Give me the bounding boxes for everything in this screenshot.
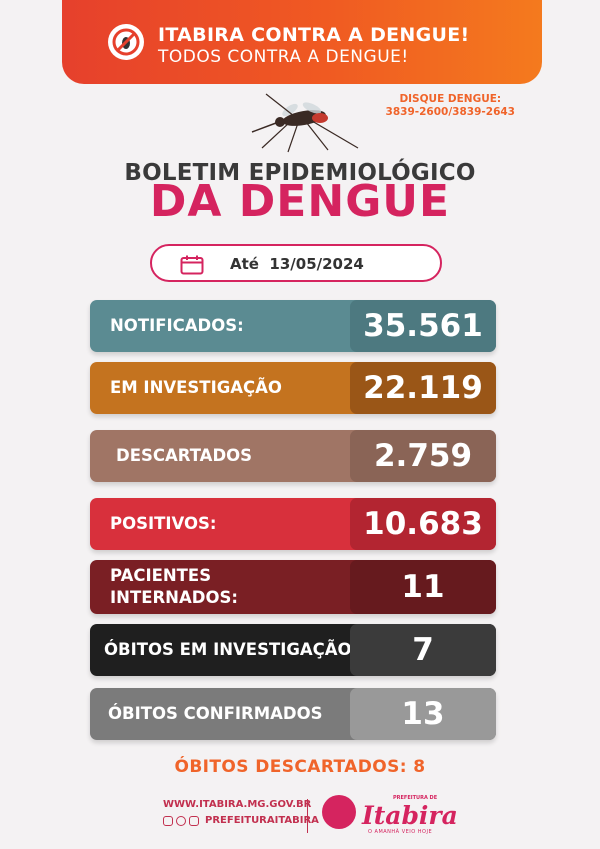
instagram-icon[interactable] (176, 815, 186, 826)
stat-em-investigacao: EM INVESTIGAÇÃO 22.119 (90, 362, 496, 414)
date-value: 13/05/2024 (269, 255, 364, 273)
stat-value: 2.759 (350, 430, 496, 482)
calendar-icon (180, 255, 204, 279)
stat-label-line2: INTERNADOS: (110, 588, 238, 607)
stat-label-line1: PACIENTES (110, 566, 212, 585)
stat-notificados: NOTIFICADOS: 35.561 (90, 300, 496, 352)
logo-prefix: PREFEITURA DE (393, 795, 438, 801)
facebook-icon[interactable] (163, 815, 173, 826)
stat-value: 22.119 (350, 362, 496, 414)
social-row: PREFEITURAITABIRA (163, 815, 319, 826)
stat-value: 7 (350, 624, 496, 676)
bulletin-title: BOLETIM EPIDEMIOLÓGICO (124, 160, 476, 186)
banner-title: ITABIRA CONTRA A DENGUE! (158, 24, 470, 46)
no-mosquito-icon (108, 24, 144, 60)
website-link[interactable]: WWW.ITABIRA.MG.GOV.BR (163, 799, 312, 810)
campaign-banner: ITABIRA CONTRA A DENGUE! TODOS CONTRA A … (62, 0, 542, 84)
logo-tagline: O AMANHÃ VEIO HOJE (368, 829, 433, 835)
stat-descartados: DESCARTADOS 2.759 (90, 430, 496, 482)
hotline-label: DISQUE DENGUE: (399, 93, 502, 105)
date-prefix: Até (230, 255, 259, 273)
stat-label: POSITIVOS: (110, 514, 217, 533)
footer-contacts: WWW.ITABIRA.MG.GOV.BR PREFEITURAITABIRA (163, 799, 319, 826)
stat-value: 10.683 (350, 498, 496, 550)
stat-obitos-confirmados: ÓBITOS CONFIRMADOS 13 (90, 688, 496, 740)
hotline: DISQUE DENGUE: 3839-2600/3839-2643 (386, 93, 515, 119)
stat-value: 11 (350, 560, 496, 614)
social-handle[interactable]: PREFEITURAITABIRA (205, 815, 319, 826)
youtube-icon[interactable] (189, 815, 199, 826)
stat-value: 13 (350, 688, 496, 740)
logo-brand: Itabira (362, 801, 458, 830)
stat-label: ÓBITOS EM INVESTIGAÇÃO (104, 640, 352, 659)
stat-label: EM INVESTIGAÇÃO (110, 378, 282, 397)
date-text: Até 13/05/2024 (230, 255, 364, 273)
date-badge: Até 13/05/2024 (150, 244, 442, 282)
stat-obitos-em-investigacao: ÓBITOS EM INVESTIGAÇÃO 7 (90, 624, 496, 676)
obitos-descartados: ÓBITOS DESCARTADOS: 8 (174, 757, 426, 777)
bulletin-title-main: DA DENGUE (149, 176, 451, 227)
hotline-numbers: 3839-2600/3839-2643 (385, 106, 515, 118)
stat-label: DESCARTADOS (116, 446, 253, 465)
mosquito-icon (232, 88, 362, 154)
stat-value: 35.561 (350, 300, 496, 352)
stat-positivos: POSITIVOS: 10.683 (90, 498, 496, 550)
logo-emblem (322, 795, 356, 829)
stat-label: NOTIFICADOS: (110, 316, 244, 335)
footer-divider (307, 799, 308, 833)
banner-subtitle: TODOS CONTRA A DENGUE! (158, 47, 409, 67)
stat-label: ÓBITOS CONFIRMADOS (108, 704, 323, 723)
stat-pacientes-internados: PACIENTES INTERNADOS: 11 (90, 560, 496, 614)
stat-label: PACIENTES INTERNADOS: (110, 560, 238, 614)
